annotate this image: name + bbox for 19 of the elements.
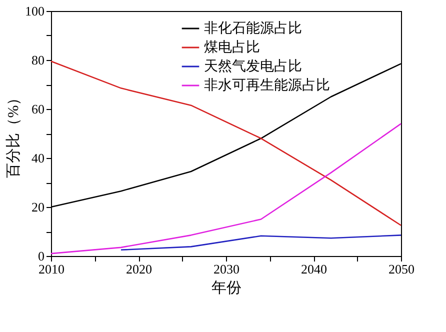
y-tick-label: 0 bbox=[38, 248, 44, 264]
legend-label: 非化石能源占比 bbox=[204, 20, 302, 36]
line-series bbox=[120, 234, 402, 251]
x-tick-label: 2020 bbox=[126, 262, 152, 276]
legend-label: 天然气发电占比 bbox=[204, 58, 302, 74]
y-tick-label: 20 bbox=[32, 200, 44, 214]
y-tick-label: 80 bbox=[32, 52, 44, 68]
legend-label: 非水可再生能源占比 bbox=[204, 78, 330, 94]
x-tick-label: 2040 bbox=[301, 262, 327, 276]
y-tick-label: 100 bbox=[25, 4, 44, 18]
line-series bbox=[50, 123, 402, 254]
x-tick-label: 2050 bbox=[388, 262, 414, 276]
y-axis-title: 百分比（%） bbox=[5, 90, 22, 178]
x-axis-title: 年份 bbox=[212, 280, 242, 296]
x-tick-label: 2030 bbox=[214, 262, 240, 276]
y-tick-label: 60 bbox=[32, 102, 44, 116]
legend-label: 煤电占比 bbox=[204, 40, 260, 56]
x-tick-label: 2010 bbox=[38, 262, 64, 276]
y-tick-label: 40 bbox=[32, 150, 44, 166]
